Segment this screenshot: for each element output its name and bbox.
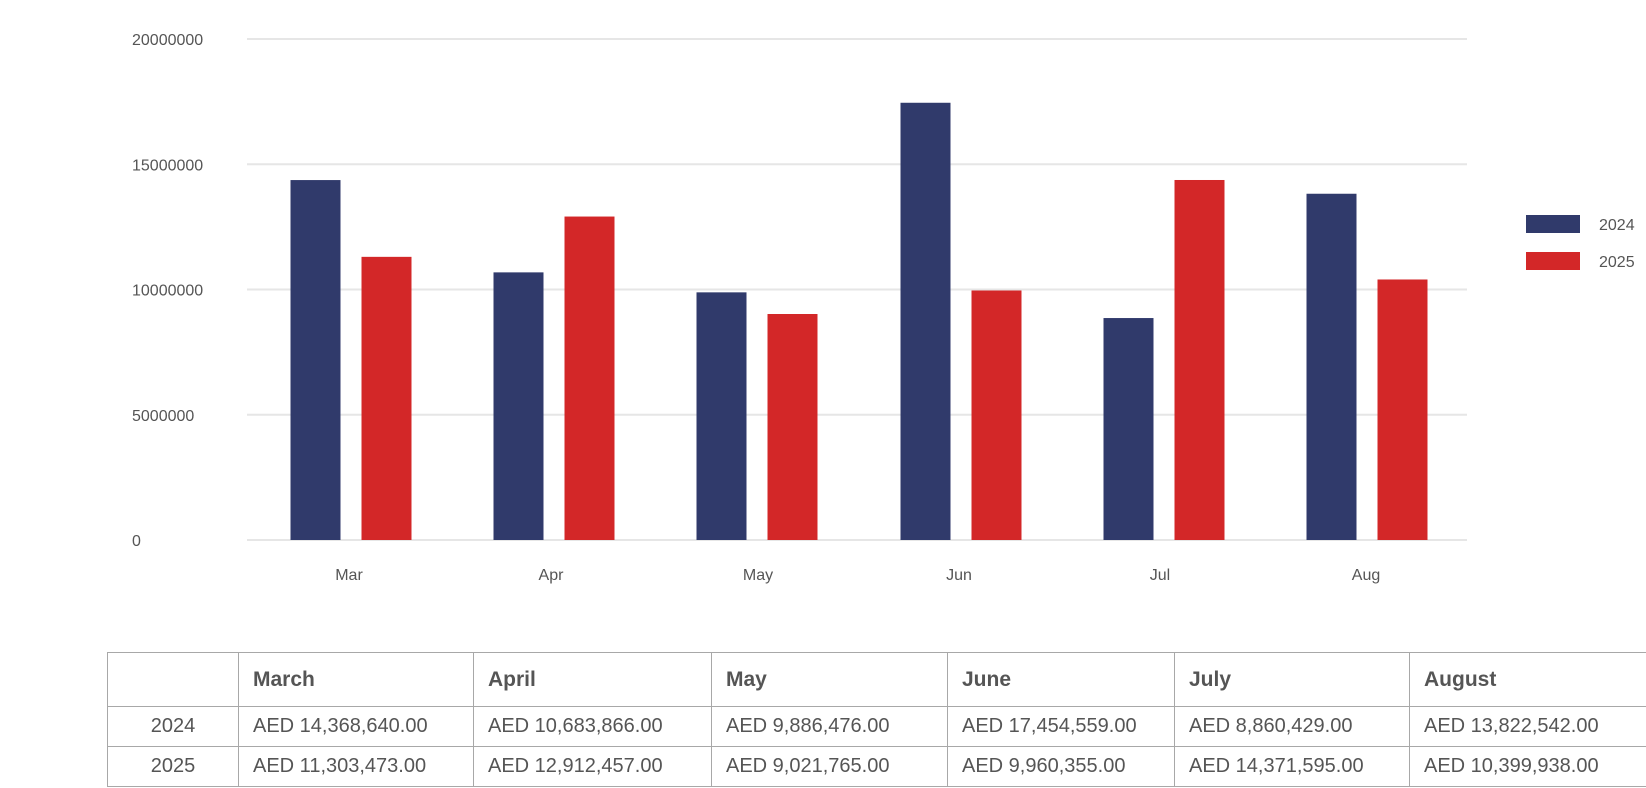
bar-2024-apr [493,272,544,540]
bar-2024-jun [900,102,951,540]
bar-2025-aug [1377,279,1428,540]
table-row-year: 2024 [107,706,239,747]
table-header-august: August [1409,652,1646,707]
table-cell: AED 9,960,355.00 [947,746,1175,787]
bar-2024-aug [1306,193,1357,541]
bar-2025-mar [361,256,412,540]
table-row: 2024 AED 14,368,640.00 AED 10,683,866.00… [107,706,1646,747]
legend: 2024 2025 [1526,215,1635,271]
table-cell: AED 14,368,640.00 [238,706,474,747]
bar-2024-may [696,292,747,540]
table-header-empty [107,652,239,707]
table-cell: AED 14,371,595.00 [1174,746,1410,787]
table-header-march: March [238,652,474,707]
table-header-june: June [947,652,1175,707]
table-header-row: March April May June July August [107,652,1646,707]
bar-2025-jun [971,290,1022,540]
y-tick-label: 5000000 [132,408,194,425]
table-row: 2025 AED 11,303,473.00 AED 12,912,457.00… [107,746,1646,787]
y-tick-label: 20000000 [132,32,203,49]
y-axis-ticks: 20000000 15000000 10000000 5000000 0 [132,32,203,550]
legend-swatch [1526,252,1580,270]
table-cell: AED 9,021,765.00 [711,746,948,787]
y-tick-label: 15000000 [132,157,203,174]
x-tick-label: May [743,567,773,584]
table-header-may: May [711,652,948,707]
gridlines [247,38,1467,541]
table-cell: AED 17,454,559.00 [947,706,1175,747]
y-tick-label: 10000000 [132,283,203,300]
table-cell: AED 12,912,457.00 [473,746,712,787]
x-tick-label: Mar [335,567,363,584]
legend-item-2025: 2025 [1526,252,1635,271]
table-cell: AED 10,399,938.00 [1409,746,1646,787]
bars [290,102,1428,541]
table-cell: AED 8,860,429.00 [1174,706,1410,747]
data-table: March April May June July August 2024 AE… [107,652,1646,787]
legend-label: 2025 [1599,254,1635,271]
legend-item-2024: 2024 [1526,215,1635,234]
table-cell: AED 13,822,542.00 [1409,706,1646,747]
legend-swatch [1526,215,1580,233]
x-axis-ticks: Mar Apr May Jun Jul Aug [335,567,1380,584]
table-cell: AED 10,683,866.00 [473,706,712,747]
bar-2025-may [767,314,818,540]
x-tick-label: Apr [539,567,565,584]
bar-2025-apr [564,216,615,540]
x-tick-label: Jul [1150,567,1170,584]
table-header-april: April [473,652,712,707]
table-row-year: 2025 [107,746,239,787]
bar-2024-mar [290,180,341,541]
legend-label: 2024 [1599,217,1635,234]
x-tick-label: Jun [946,567,972,584]
table-cell: AED 11,303,473.00 [238,746,474,787]
x-tick-label: Aug [1352,567,1380,584]
table-header-july: July [1174,652,1410,707]
bar-2025-jul [1174,179,1225,540]
bar-2024-jul [1103,318,1154,540]
table-cell: AED 9,886,476.00 [711,706,948,747]
y-tick-label: 0 [132,533,141,550]
